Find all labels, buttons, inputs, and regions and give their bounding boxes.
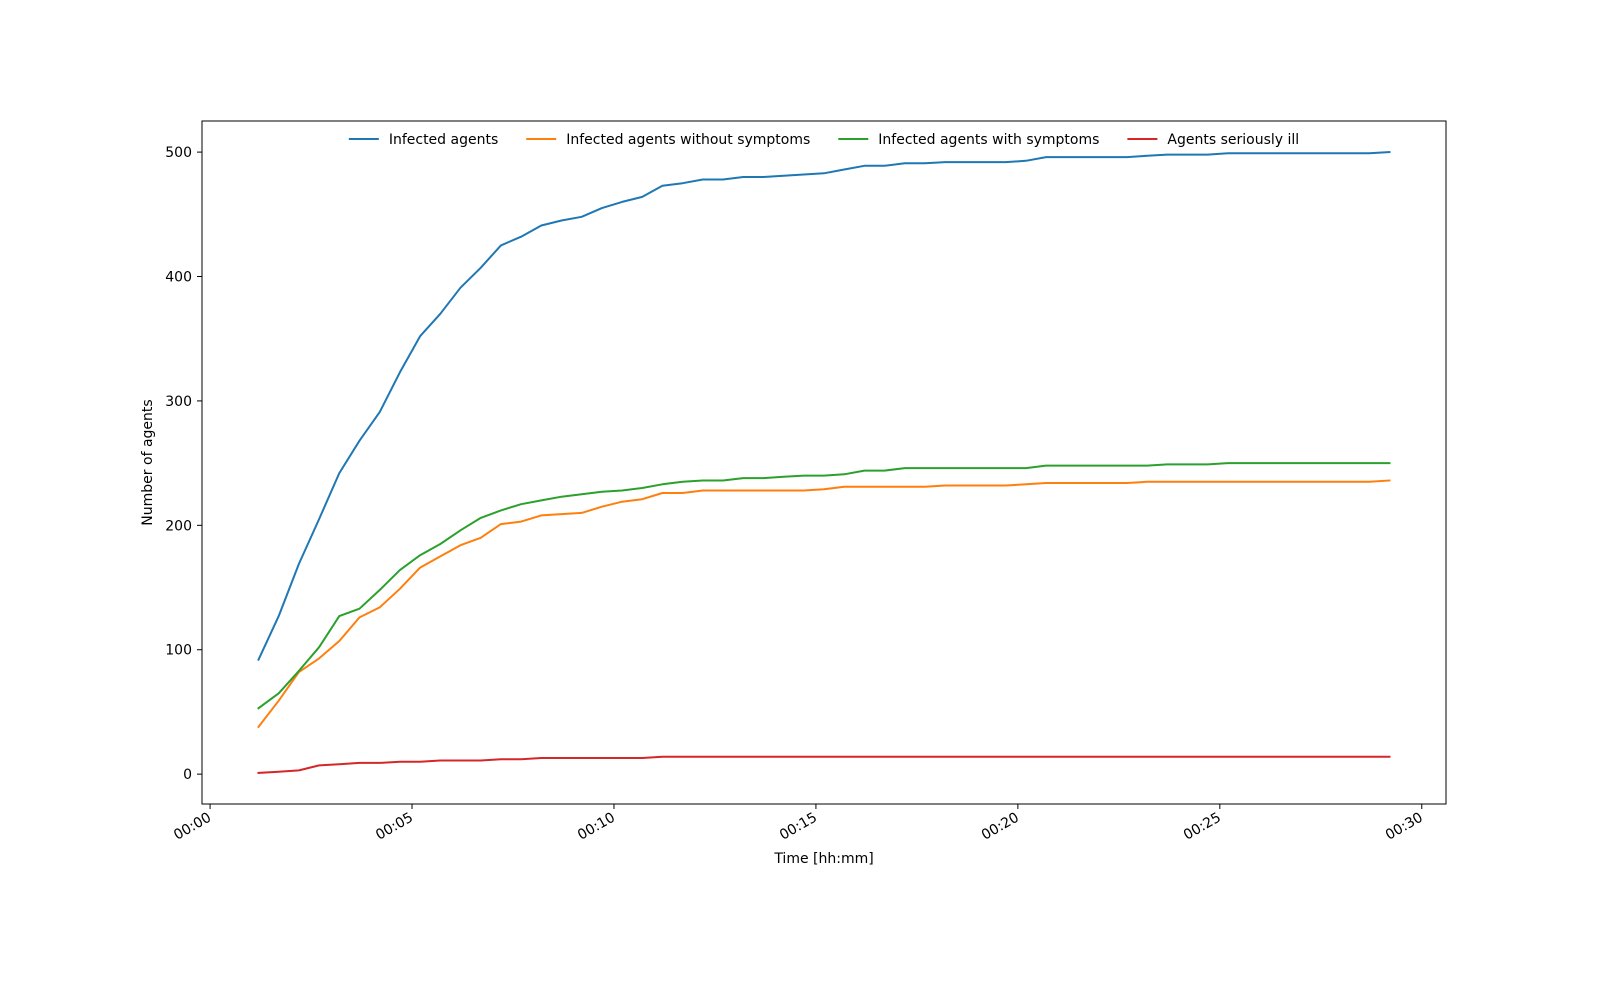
- series-line-4: [257, 755, 1391, 774]
- y-tick-label: 400: [165, 270, 192, 286]
- y-tick-label: 100: [165, 643, 192, 659]
- x-tick-label: 00:20: [979, 810, 1022, 844]
- y-tick-label: 0: [183, 767, 192, 783]
- legend-label: Infected agents without symptoms: [566, 132, 810, 148]
- legend-label: Infected agents: [389, 132, 498, 148]
- y-tick-label: 300: [165, 394, 192, 410]
- x-tick-label: 00:15: [777, 810, 820, 844]
- plot-frame: [201, 120, 1447, 805]
- series-line-3: [257, 462, 1391, 710]
- series-line-1: [257, 151, 1391, 662]
- x-tick-label: 00:00: [171, 810, 214, 844]
- x-tick-label: 00:30: [1383, 810, 1426, 844]
- x-axis-label: Time [hh:mm]: [773, 851, 873, 867]
- y-tick-label: 200: [165, 518, 192, 534]
- x-tick-label: 00:25: [1181, 810, 1224, 844]
- y-tick-label: 500: [165, 145, 192, 161]
- series-line-2: [257, 479, 1391, 729]
- legend: Infected agents Infected agents without s…: [348, 132, 1299, 148]
- legend-label: Infected agents with symptoms: [878, 132, 1099, 148]
- x-tick-label: 00:05: [373, 810, 416, 844]
- y-axis: 0 100 200 300 400 500: [165, 145, 202, 783]
- plot-series-group: [257, 151, 1391, 774]
- y-axis-label: Number of agents: [140, 399, 156, 525]
- x-axis: 00:00 00:05 00:10 00:15 00:20 00:25 00:30: [171, 804, 1426, 844]
- legend-label: Agents seriously ill: [1167, 132, 1299, 148]
- x-tick-label: 00:10: [575, 810, 618, 844]
